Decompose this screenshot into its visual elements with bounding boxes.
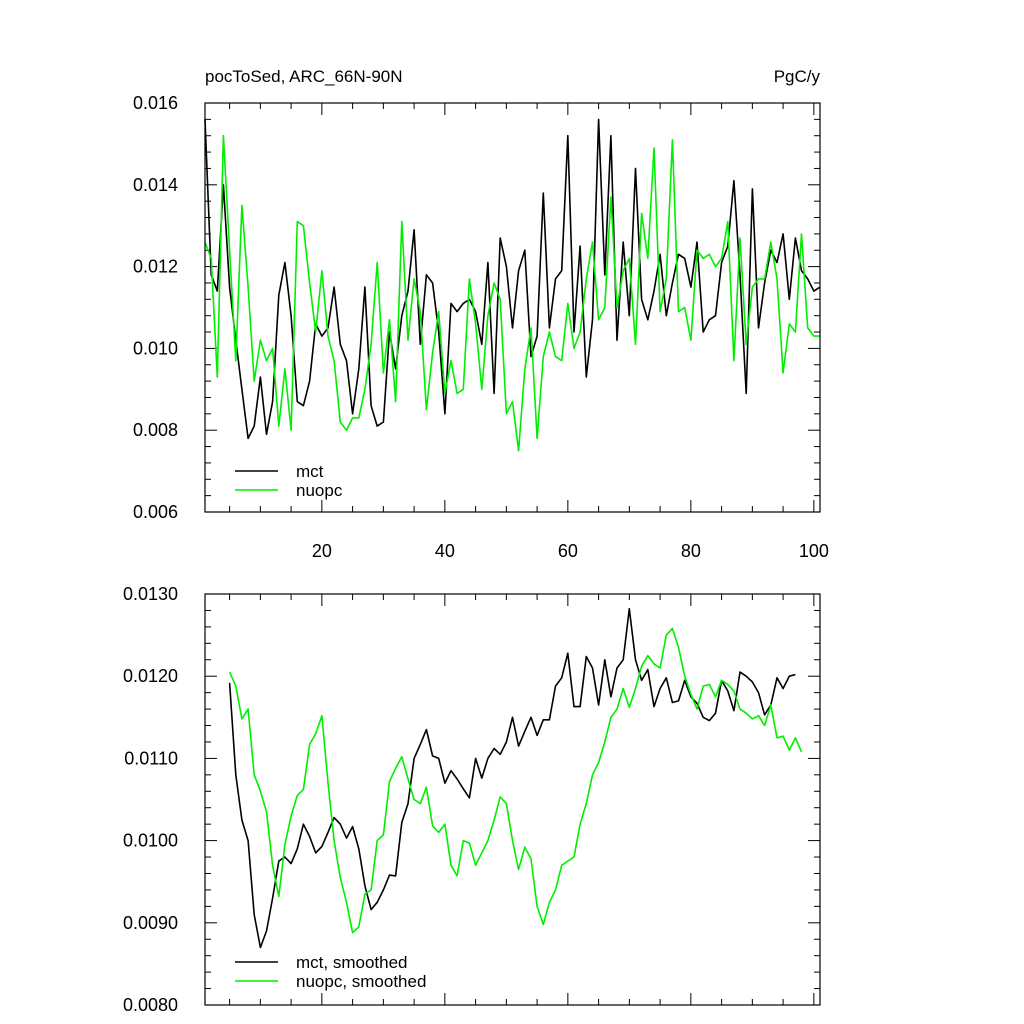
y-tick-label: 0.012 [133, 257, 178, 277]
legend-label-nuopc: nuopc [296, 481, 343, 500]
x-tick-label: 40 [435, 541, 455, 561]
top-panel-series [204, 118, 821, 452]
series-line-mct [204, 118, 821, 440]
y-tick-label: 0.0100 [123, 831, 178, 851]
y-tick-label: 0.0130 [123, 584, 178, 604]
top-panel: pocToSed, ARC_66N-90N PgC/y 0.0060.0080.… [133, 67, 829, 561]
series-line-nuopc [204, 134, 820, 452]
x-tick-label: 80 [681, 541, 701, 561]
top-panel-title: pocToSed, ARC_66N-90N [205, 67, 403, 86]
y-tick-label: 0.006 [133, 502, 178, 522]
bottom-panel-series [228, 607, 803, 949]
bottom-panel-ticks: 0.0080 0.0090 0.0100 0.0110 0.0120 0.0130 [123, 584, 820, 1015]
bottom-panel-legend: mct, smoothed nuopc, smoothed [235, 953, 426, 991]
y-tick-label: 0.014 [133, 175, 178, 195]
series-line-mct-smoothed [228, 607, 796, 949]
top-panel-legend: mct nuopc [235, 462, 343, 500]
y-tick-label: 0.0090 [123, 913, 178, 933]
y-tick-label: 0.016 [133, 93, 178, 113]
bottom-panel: 0.0080 0.0090 0.0100 0.0110 0.0120 0.0130 mct… [123, 584, 821, 1015]
top-panel-units: PgC/y [774, 67, 821, 86]
y-tick-label: 0.010 [133, 338, 178, 358]
y-tick-label: 0.0110 [124, 748, 178, 768]
series-line-nuopc-smoothed [228, 627, 803, 934]
top-panel-ticks: 0.006 0.008 0.010 0.012 0.014 0.016 20 40 60 80 10… [133, 93, 829, 561]
top-panel-frame [204, 102, 821, 513]
x-tick-label: 20 [312, 541, 332, 561]
y-tick-label: 0.008 [133, 420, 178, 440]
y-tick-label: 0.0120 [123, 666, 178, 686]
legend-label-nuopc-smoothed: nuopc, smoothed [296, 972, 426, 991]
legend-label-mct: mct [296, 462, 324, 481]
legend-label-mct-smoothed: mct, smoothed [296, 953, 408, 972]
x-tick-label: 60 [558, 541, 578, 561]
x-tick-label: 100 [799, 541, 829, 561]
y-tick-label: 0.0080 [123, 995, 178, 1015]
bottom-panel-frame [204, 593, 821, 1006]
